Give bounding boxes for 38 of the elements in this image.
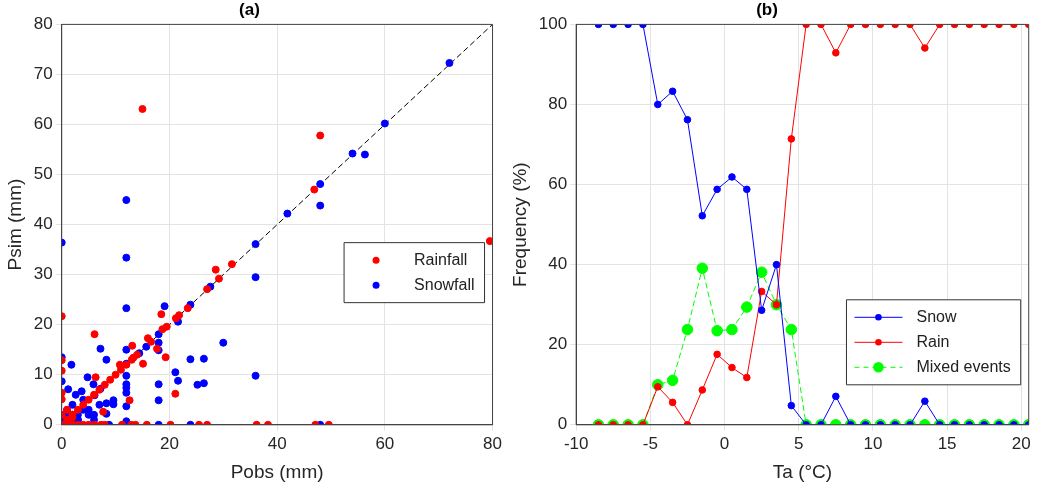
chart-title: (b) [756,0,778,19]
chart-title: (a) [239,0,260,19]
y-tick-label: 60 [33,114,53,134]
y-axis-title: Frequency (%) [508,162,530,287]
x-tick-label: -10 [563,433,589,453]
legend-label: Rainfall [414,250,468,268]
y-tick-label: 80 [548,94,568,114]
legend-label: Snowfall [414,275,475,293]
y-tick-label: 20 [33,314,53,334]
x-tick-label: 20 [1011,433,1031,453]
y-tick-label: 50 [33,164,53,184]
x-axis-title: Pobs (mm) [230,460,324,482]
x-tick-label: 80 [483,433,503,453]
y-tick-label: 60 [548,174,568,194]
legend-label: Rain [916,332,950,350]
y-tick-label: 30 [33,264,53,284]
x-tick-label: 5 [794,433,804,453]
legend-label: Mixed events [916,357,1011,375]
y-axis-title: Psim (mm) [3,178,25,271]
y-tick-label: 0 [557,414,568,434]
x-tick-label: 10 [863,433,883,453]
y-tick-label: 40 [33,214,53,234]
x-axis-title: Ta (°C) [772,460,833,482]
y-tick-label: 40 [548,254,568,274]
y-tick-label: 10 [33,364,53,384]
x-tick-label: -5 [642,433,658,453]
x-tick-label: 60 [375,433,395,453]
x-tick-label: 0 [56,433,67,453]
y-tick-label: 70 [33,64,53,84]
y-tick-label: 80 [33,14,53,34]
y-tick-label: 20 [548,334,568,354]
legend-label: Snow [916,307,957,325]
x-tick-label: 20 [159,433,179,453]
y-tick-label: 100 [538,14,568,34]
y-tick-label: 0 [43,414,53,434]
x-tick-label: 15 [937,433,957,453]
x-tick-label: 0 [719,433,730,453]
x-tick-label: 40 [267,433,287,453]
